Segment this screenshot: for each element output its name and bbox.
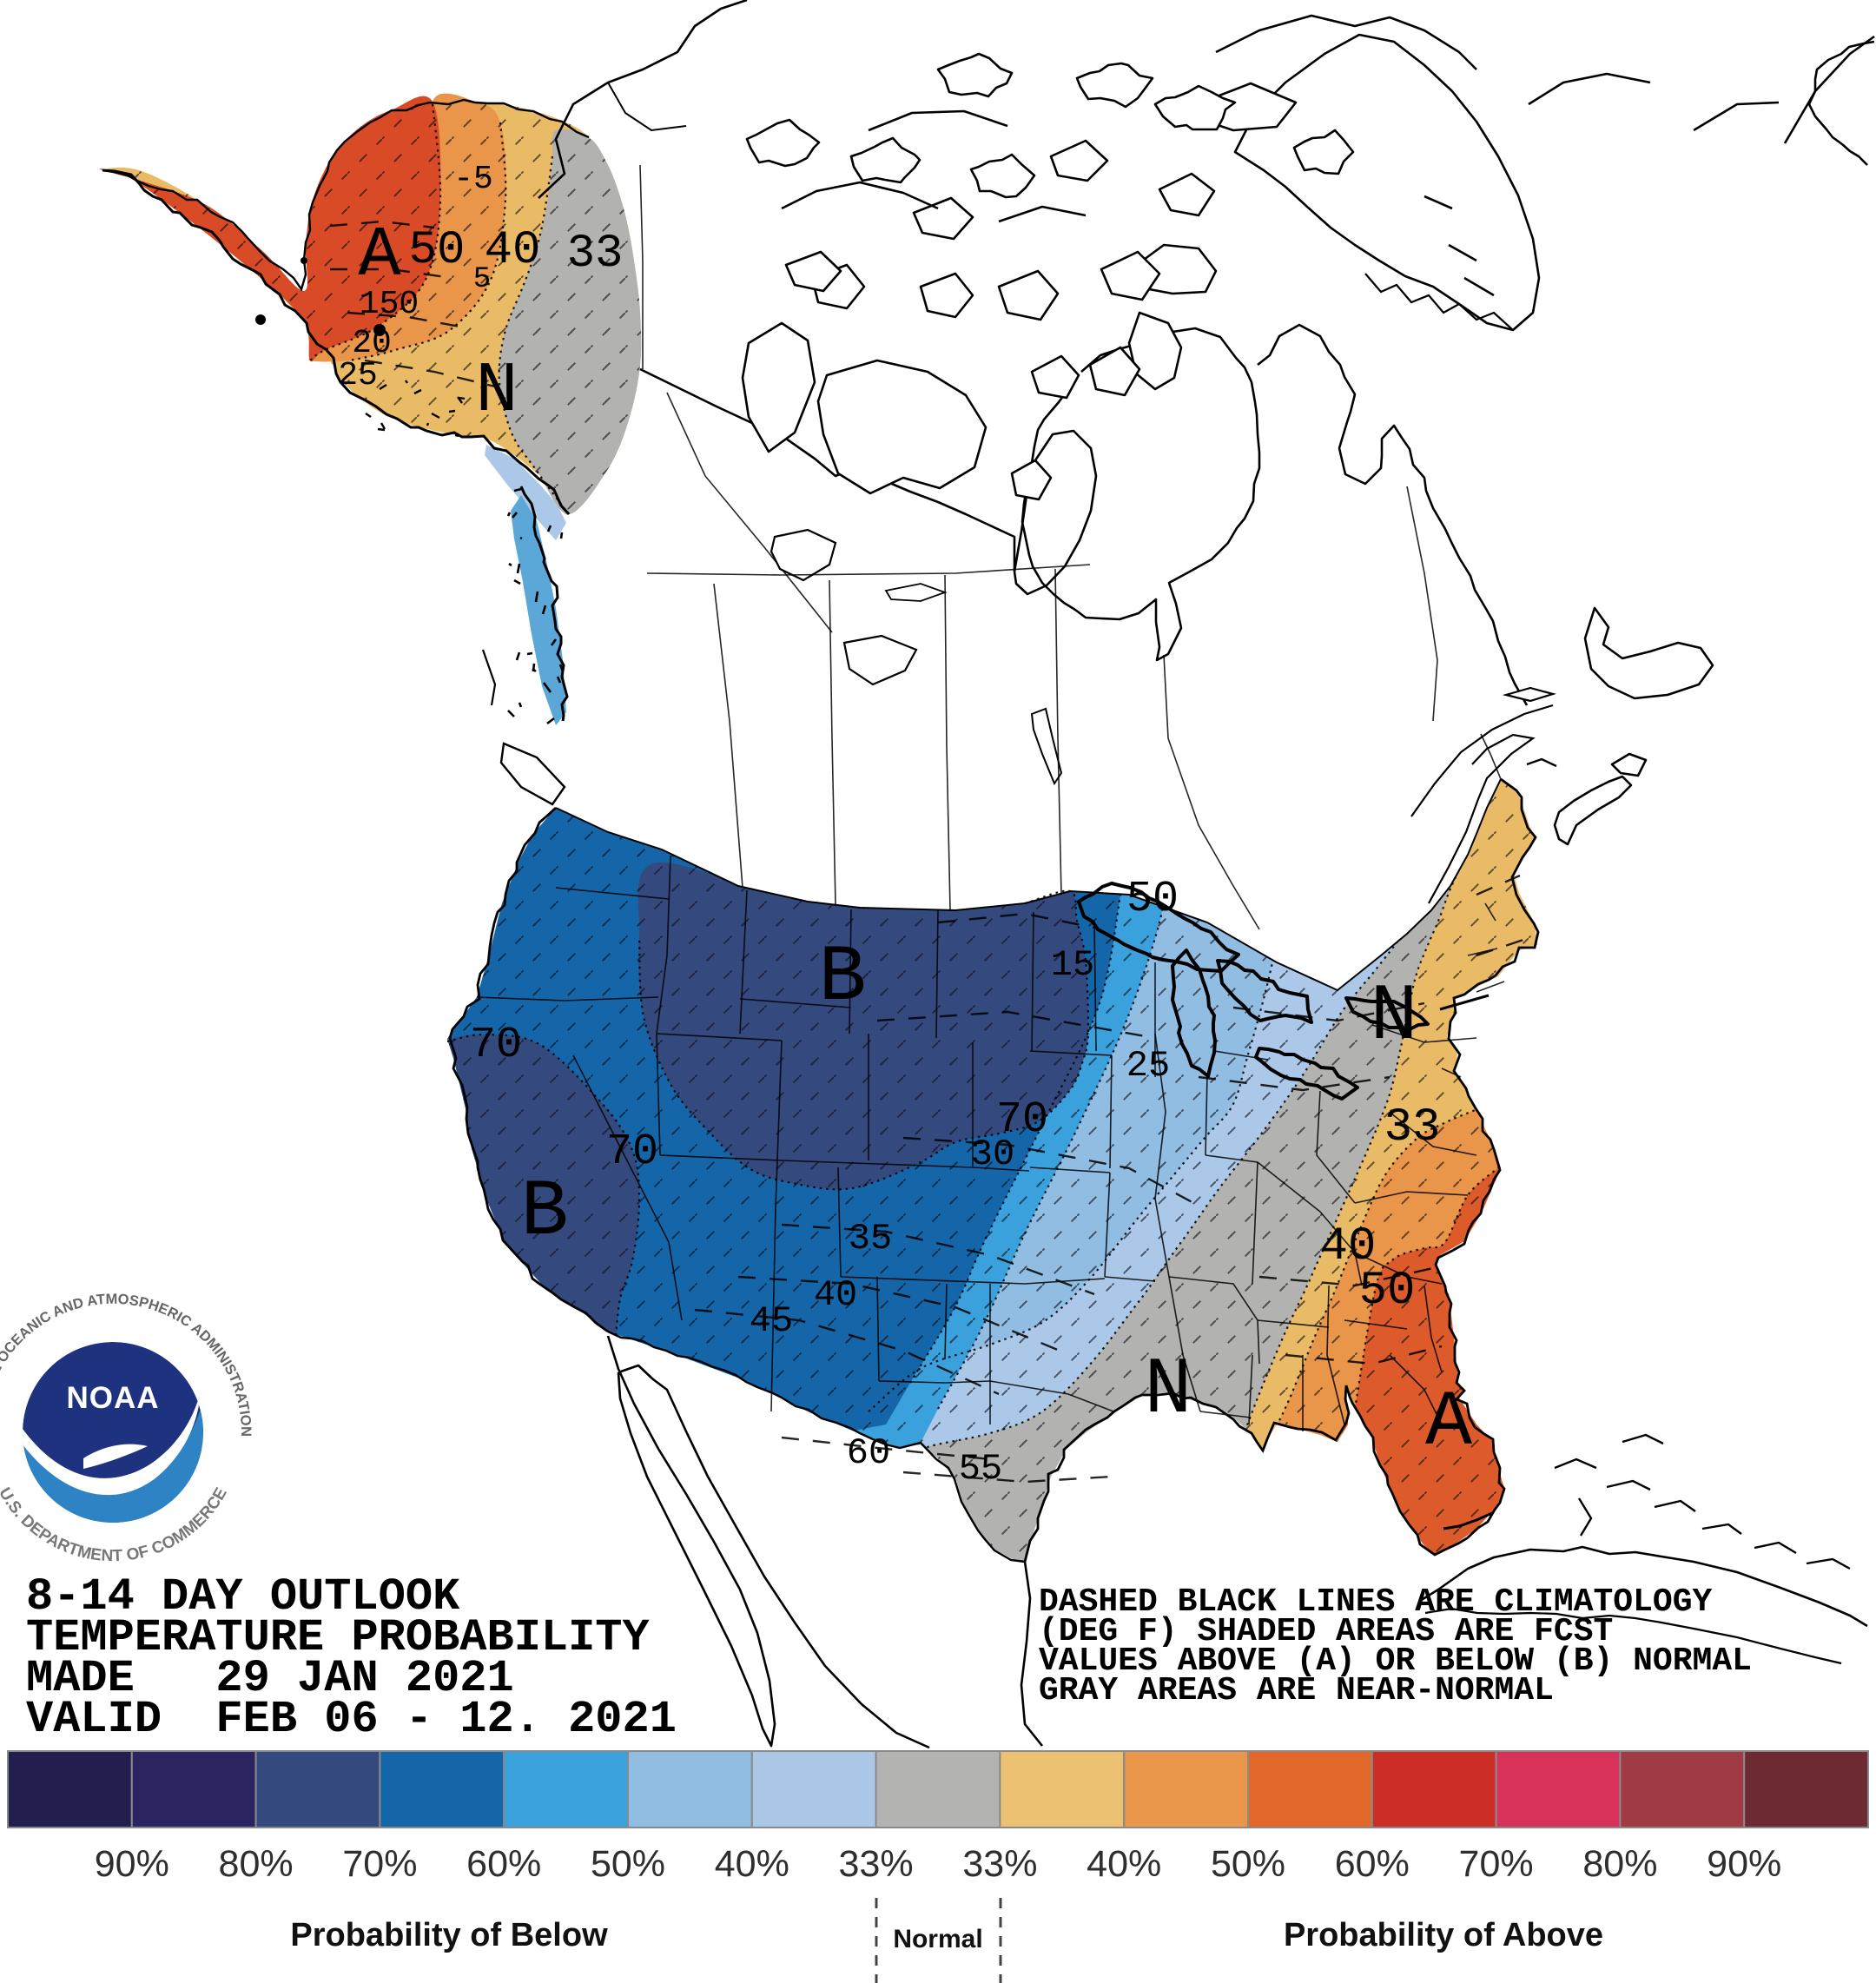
svg-text:A: A (358, 215, 401, 296)
svg-text:150: 150 (360, 286, 419, 323)
svg-text:40%: 40% (715, 1843, 789, 1885)
svg-text:Probability of Below: Probability of Below (290, 1917, 608, 1953)
svg-text:33: 33 (1384, 1101, 1441, 1154)
svg-text:33%: 33% (962, 1843, 1037, 1885)
svg-text:50: 50 (1359, 1265, 1416, 1318)
svg-text:35: 35 (849, 1218, 892, 1259)
svg-text:33: 33 (567, 228, 624, 281)
svg-text:40: 40 (814, 1274, 857, 1316)
svg-text:33%: 33% (839, 1843, 914, 1885)
svg-text:70: 70 (470, 1021, 522, 1070)
svg-text:60%: 60% (1335, 1843, 1410, 1885)
svg-text:70%: 70% (1459, 1843, 1534, 1885)
svg-text:40%: 40% (1087, 1843, 1161, 1885)
svg-text:30: 30 (971, 1134, 1014, 1175)
svg-text:60: 60 (847, 1432, 890, 1474)
svg-text:5: 5 (473, 263, 491, 296)
svg-text:60%: 60% (466, 1843, 541, 1885)
svg-text:8-14 DAY OUTLOOK: 8-14 DAY OUTLOOK (26, 1571, 460, 1623)
svg-text:40: 40 (1320, 1220, 1377, 1273)
svg-text:20: 20 (352, 325, 392, 362)
svg-text:50: 50 (1126, 875, 1179, 924)
svg-text:TEMPERATURE PROBABILITY: TEMPERATURE PROBABILITY (26, 1612, 651, 1663)
svg-text:MADE 29 JAN 2021: MADE 29 JAN 2021 (26, 1653, 514, 1704)
svg-text:50: 50 (409, 224, 466, 277)
svg-text:25: 25 (1126, 1045, 1170, 1087)
svg-text:B: B (520, 1167, 568, 1258)
svg-text:50%: 50% (1211, 1843, 1285, 1885)
svg-text:55: 55 (959, 1448, 1002, 1490)
svg-text:VALID FEB 06 - 12. 2021: VALID FEB 06 - 12. 2021 (26, 1694, 677, 1745)
svg-text:Normal: Normal (893, 1925, 982, 1953)
svg-text:70: 70 (606, 1127, 658, 1177)
svg-text:70%: 70% (342, 1843, 417, 1885)
svg-text:GRAY AREAS ARE NEAR-NORMAL: GRAY AREAS ARE NEAR-NORMAL (1039, 1672, 1554, 1709)
svg-text:(DEG F) SHADED AREAS ARE FCST: (DEG F) SHADED AREAS ARE FCST (1039, 1613, 1613, 1650)
svg-text:B: B (818, 932, 866, 1023)
svg-text:80%: 80% (219, 1843, 294, 1885)
svg-text:A: A (1425, 1379, 1472, 1468)
svg-text:90%: 90% (95, 1843, 169, 1885)
svg-text:90%: 90% (1707, 1843, 1781, 1885)
svg-text:50%: 50% (591, 1843, 665, 1885)
svg-text:NOAA: NOAA (66, 1381, 159, 1415)
svg-text:40: 40 (485, 224, 541, 277)
svg-text:VALUES ABOVE (A) OR BELOW (B): VALUES ABOVE (A) OR BELOW (B) NORMAL (1039, 1643, 1752, 1680)
svg-text:N: N (1370, 971, 1417, 1062)
svg-text:Probability of Above: Probability of Above (1284, 1917, 1603, 1953)
svg-text:45: 45 (750, 1300, 793, 1342)
svg-text:15: 15 (1051, 944, 1094, 986)
svg-text:DASHED BLACK LINES ARE CLIMATO: DASHED BLACK LINES ARE CLIMATOLOGY (1039, 1583, 1713, 1621)
svg-text:80%: 80% (1582, 1843, 1657, 1885)
svg-text:25: 25 (338, 357, 378, 394)
svg-text:-5: -5 (453, 161, 493, 198)
svg-text:70: 70 (996, 1095, 1048, 1145)
svg-text:N: N (475, 351, 518, 432)
svg-text:N: N (1144, 1345, 1192, 1436)
